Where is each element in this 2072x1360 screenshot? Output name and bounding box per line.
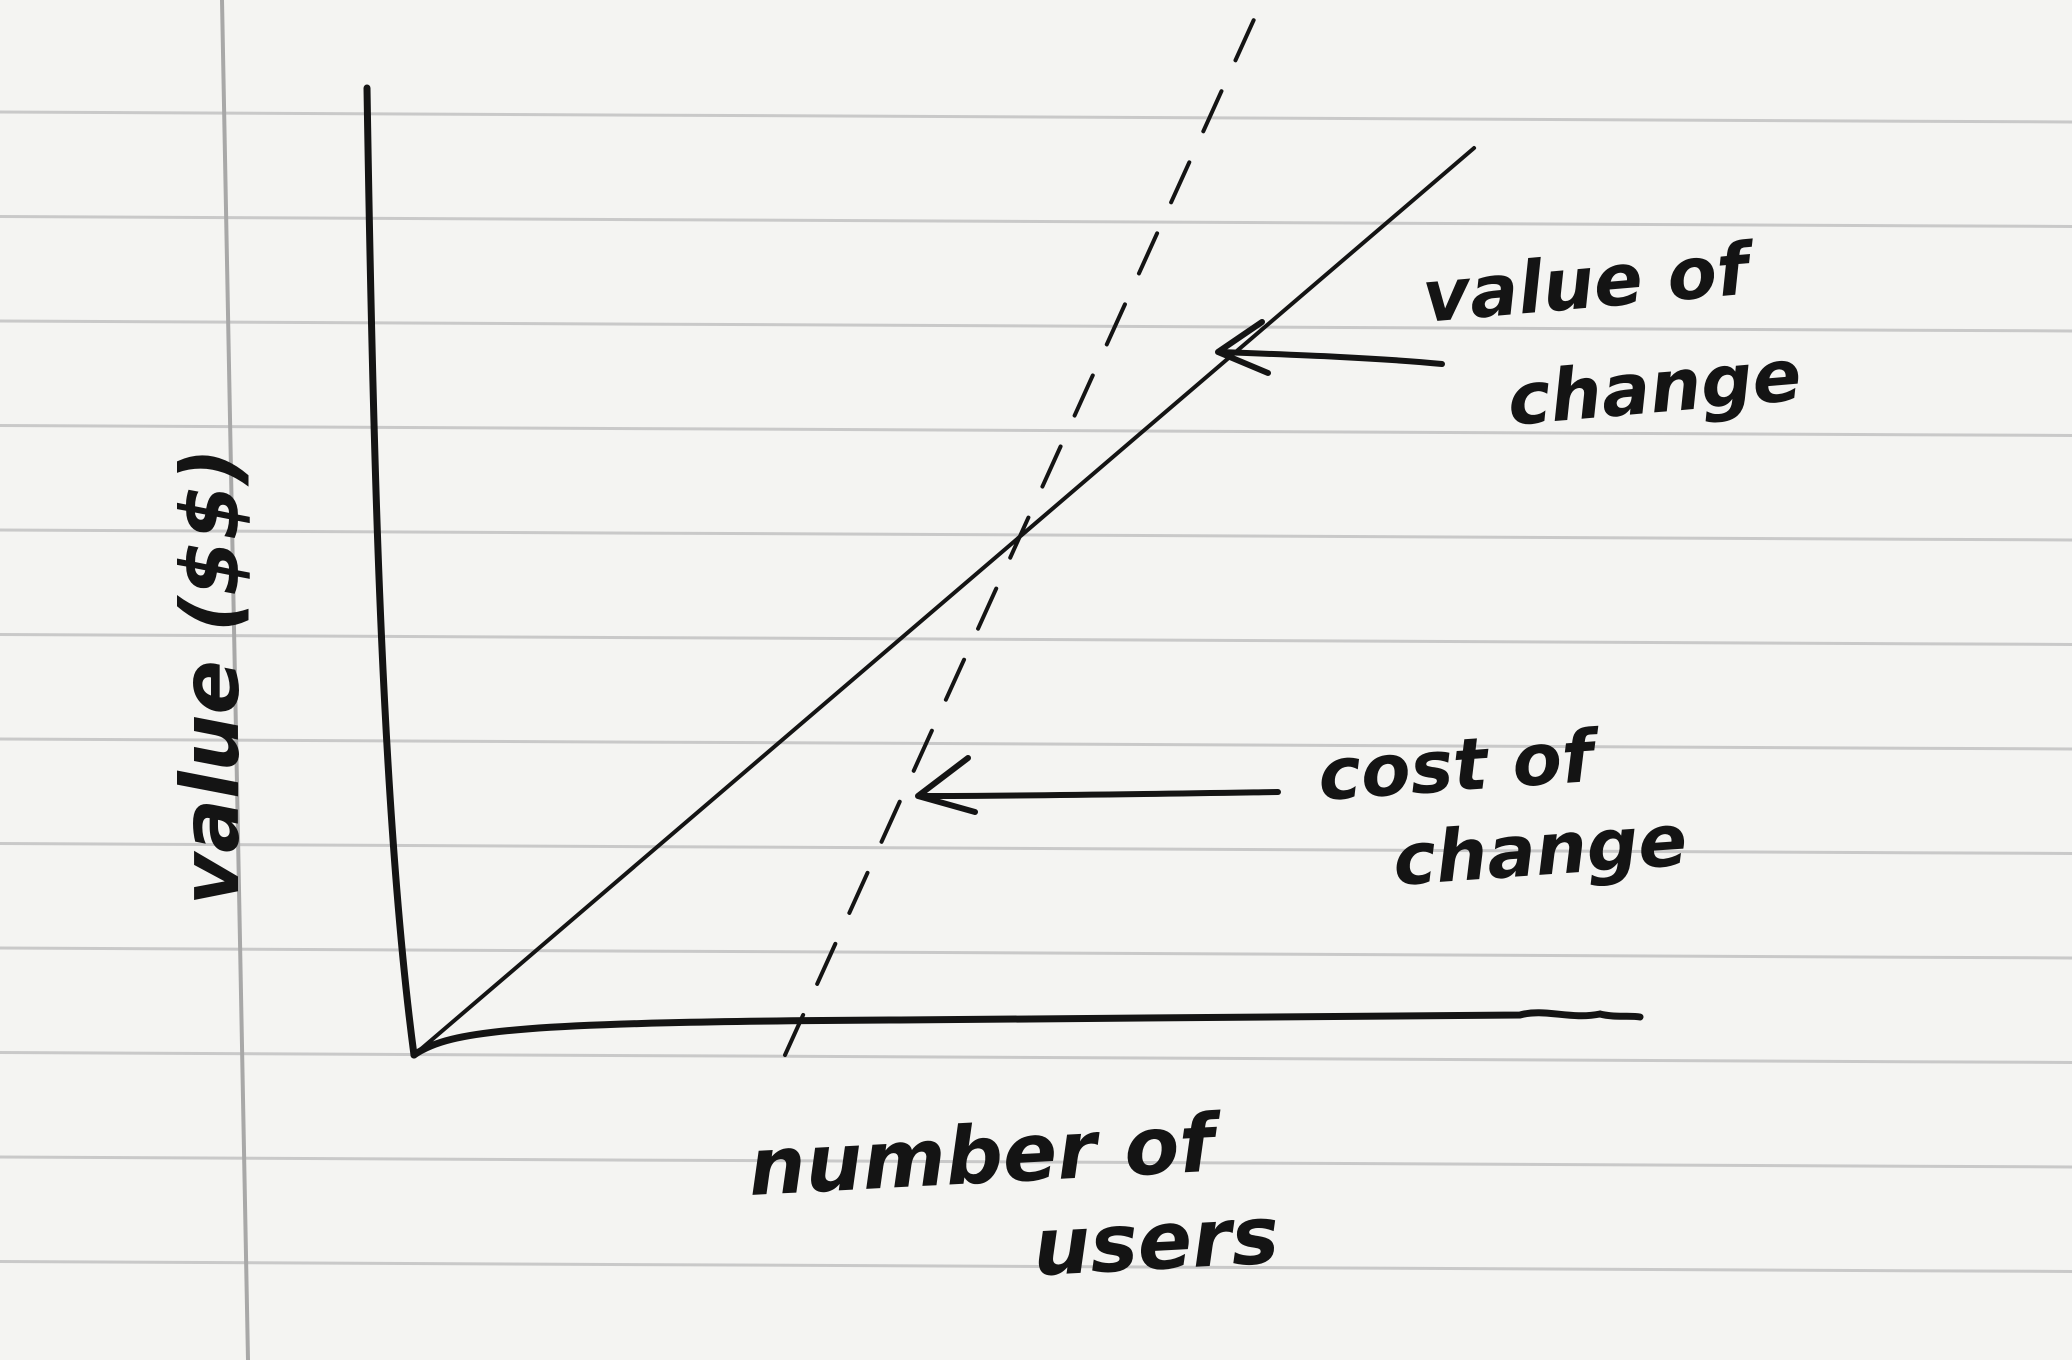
margin-line xyxy=(220,0,250,1360)
ruled-line xyxy=(0,1155,2072,1169)
ruled-line xyxy=(0,319,2072,333)
ruled-line xyxy=(0,737,2072,751)
ruled-line xyxy=(0,110,2072,124)
y-axis-label: value ($$) xyxy=(164,448,257,905)
x-axis xyxy=(410,1009,1644,1059)
cost-of-change-label-line2: change xyxy=(1390,798,1689,902)
value-of-change-label-line2: change xyxy=(1504,333,1804,442)
cost-of-change-arrow xyxy=(915,755,1281,815)
value-of-change-arrow xyxy=(1215,319,1445,376)
ruled-line xyxy=(0,215,2072,228)
ruled-line xyxy=(0,842,2072,855)
ruled-line xyxy=(0,633,2072,646)
x-axis-label: number of users xyxy=(746,1094,1281,1309)
ruled-line xyxy=(0,1051,2072,1064)
cost-of-change-label-line1: cost of xyxy=(1315,713,1603,817)
ruled-line xyxy=(0,528,2072,542)
ruled-line xyxy=(0,424,2072,437)
cost-of-change-line xyxy=(783,0,1264,1057)
x-axis-label-line2: users xyxy=(1031,1188,1281,1294)
ruled-line xyxy=(0,946,2072,960)
series-layer xyxy=(412,0,1477,1057)
ruled-lines xyxy=(0,110,2072,1273)
value-of-change-line xyxy=(412,146,1477,1057)
y-axis xyxy=(363,84,418,1059)
value-of-change-label-line1: value of xyxy=(1419,226,1759,339)
ruled-line xyxy=(0,1260,2072,1273)
